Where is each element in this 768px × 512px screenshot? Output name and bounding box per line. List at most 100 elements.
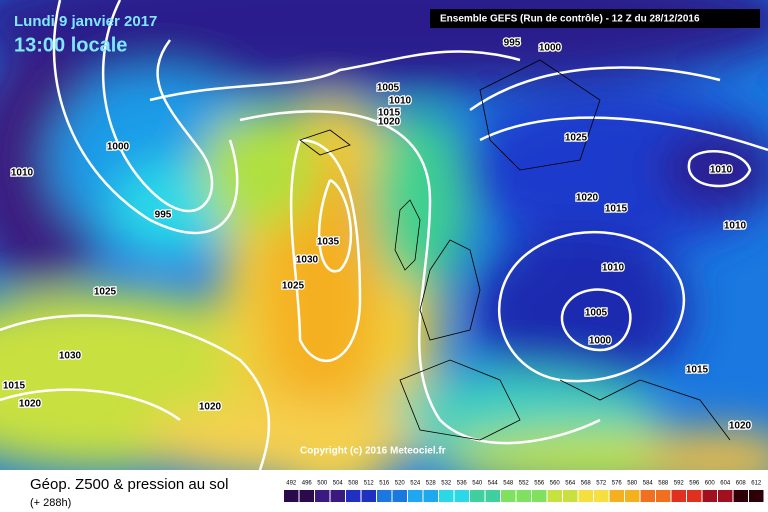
isobar-label: 1030	[59, 351, 82, 362]
scale-label: 492	[286, 481, 297, 487]
height-field	[0, 0, 768, 470]
scale-swatch	[702, 490, 717, 502]
scale-swatch	[330, 490, 345, 502]
scale-label: 596	[689, 481, 700, 487]
scale-swatch	[377, 490, 392, 502]
scale-label: 556	[534, 481, 545, 487]
isobar-label: 1025	[565, 133, 588, 144]
scale-swatch	[640, 490, 655, 502]
scale-swatch	[718, 490, 733, 502]
scale-swatch	[439, 490, 454, 502]
isobar-label: 1020	[199, 402, 222, 413]
color-scale: 492 496 500 504 508 512 516 520 524 528 532 536 540 5…	[284, 481, 764, 502]
scale-swatch	[346, 490, 361, 502]
scale-swatch	[671, 490, 686, 502]
scale-swatch	[733, 490, 748, 502]
scale-swatch	[315, 490, 330, 502]
model-run: Ensemble GEFS (Run de contrôle) - 12 Z d…	[440, 14, 700, 25]
scale-label: 536	[457, 481, 468, 487]
scale-label: 580	[627, 481, 638, 487]
scale-swatch	[563, 490, 578, 502]
isobar-labels: 995 1000100510101015102010001010995102510…	[2, 36, 753, 433]
scale-swatch	[625, 490, 640, 502]
isobar-label: 1025	[94, 287, 117, 298]
scale-label: 612	[751, 481, 762, 487]
copyright: Copyright (c) 2016 Meteociel.fr	[300, 446, 446, 457]
isobar-label: 1000	[539, 43, 562, 54]
scale-label: 504	[333, 481, 344, 487]
scale-swatch	[656, 490, 671, 502]
scale-label: 584	[643, 481, 654, 487]
isobar-label: 1005	[377, 83, 400, 94]
scale-swatch	[470, 490, 485, 502]
scale-label: 520	[395, 481, 406, 487]
isobar-label: 995	[504, 38, 521, 49]
scale-label: 600	[705, 481, 716, 487]
scale-label: 592	[674, 481, 685, 487]
isobar-label: 1010	[602, 263, 625, 274]
scale-label: 508	[348, 481, 359, 487]
scale-swatch	[454, 490, 469, 502]
isobars	[0, 0, 768, 470]
scale-label: 540	[472, 481, 483, 487]
isobar-label: 1020	[729, 421, 752, 432]
header-box	[430, 9, 760, 28]
scale-label: 548	[503, 481, 514, 487]
scale-label: 564	[565, 481, 576, 487]
scale-label: 528	[426, 481, 437, 487]
isobar-label: 1020	[378, 117, 401, 128]
forecast-time: 13:00 locale	[14, 34, 127, 56]
forecast-date: Lundi 9 janvier 2017	[14, 13, 157, 30]
scale-swatch	[516, 490, 531, 502]
footer-title: Géop. Z500 & pression au sol	[30, 476, 228, 493]
scale-swatch	[609, 490, 624, 502]
scale-swatch	[749, 490, 764, 502]
scale-swatch	[408, 490, 423, 502]
isobar-label: 1005	[585, 308, 608, 319]
scale-label: 588	[658, 481, 669, 487]
isobar-label: 1000	[589, 336, 612, 347]
scale-label: 552	[519, 481, 530, 487]
isobar-label: 1015	[605, 204, 628, 215]
isobar-label: 1010	[724, 221, 747, 232]
scale-label: 572	[596, 481, 607, 487]
isobar-label: 1010	[710, 165, 733, 176]
scale-swatch	[392, 490, 407, 502]
scale-label: 500	[317, 481, 328, 487]
scale-label: 512	[364, 481, 375, 487]
scale-swatch	[361, 490, 376, 502]
scale-label: 532	[441, 481, 452, 487]
scale-swatch	[532, 490, 547, 502]
isobar-label: 995	[155, 210, 172, 221]
isobar-label: 1000	[107, 142, 130, 153]
scale-label: 568	[581, 481, 592, 487]
scale-label: 524	[410, 481, 421, 487]
scale-label: 496	[302, 481, 313, 487]
isobar-label: 1020	[576, 193, 599, 204]
scale-swatch	[578, 490, 593, 502]
isobar-label: 1020	[19, 399, 42, 410]
coastlines	[299, 59, 731, 441]
scale-swatch	[485, 490, 500, 502]
scale-swatch	[547, 490, 562, 502]
isobar-label: 1030	[296, 255, 319, 266]
scale-swatch	[423, 490, 438, 502]
isobar-label: 1010	[11, 168, 34, 179]
isobar-label: 1035	[317, 237, 340, 248]
scale-swatch	[594, 490, 609, 502]
isobar-label: 1015	[378, 108, 401, 119]
isobar-label: 1015	[686, 365, 709, 376]
isobar-label: 1015	[3, 381, 26, 392]
scale-swatch	[299, 490, 314, 502]
scale-label: 608	[736, 481, 747, 487]
scale-label: 560	[550, 481, 561, 487]
isobar-label: 1010	[389, 96, 412, 107]
scale-swatch	[501, 490, 516, 502]
scale-label: 604	[720, 481, 731, 487]
isobar-label: 1025	[282, 281, 305, 292]
scale-swatch	[687, 490, 702, 502]
scale-label: 544	[488, 481, 499, 487]
scale-swatch	[284, 490, 299, 502]
